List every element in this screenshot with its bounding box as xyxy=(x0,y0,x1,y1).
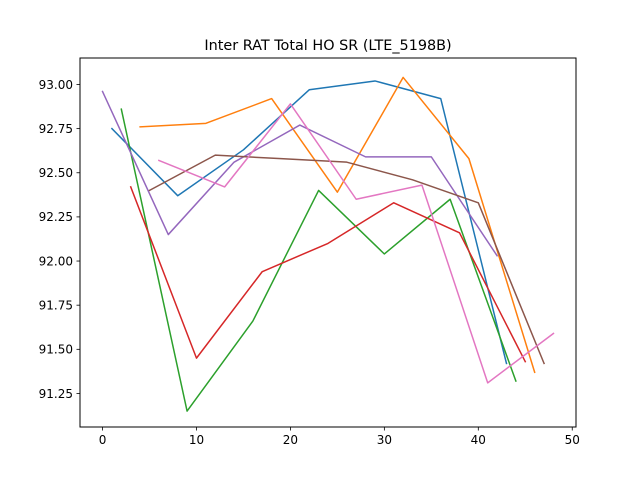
x-tick-label: 0 xyxy=(99,433,107,447)
series-line-4 xyxy=(129,185,527,363)
x-tick-label: 10 xyxy=(189,433,204,447)
y-tick-label: 91.25 xyxy=(39,387,73,401)
x-axis: 0 10 20 30 40 50 xyxy=(99,427,580,447)
y-tick-label: 92.00 xyxy=(39,254,73,268)
series-line-3 xyxy=(120,108,517,412)
y-tick-label: 93.00 xyxy=(39,78,73,92)
y-tick-label: 92.75 xyxy=(39,122,73,136)
x-tick-label: 20 xyxy=(283,433,298,447)
y-tick-label: 91.50 xyxy=(39,343,73,357)
y-tick-label: 91.75 xyxy=(39,298,73,312)
y-tick-label: 92.25 xyxy=(39,210,73,224)
series-line-6 xyxy=(148,154,546,365)
series-line-1 xyxy=(110,80,508,365)
series-line-5 xyxy=(101,90,499,257)
chart-title: Inter RAT Total HO SR (LTE_5198B) xyxy=(204,38,451,54)
x-tick-label: 30 xyxy=(377,433,392,447)
series-layer xyxy=(101,76,555,412)
y-axis: 91.25 91.50 91.75 92.00 92.25 92.50 92.75 93.00 xyxy=(39,78,80,401)
y-tick-label: 92.50 xyxy=(39,166,73,180)
series-line-2 xyxy=(139,76,536,374)
x-tick-label: 50 xyxy=(565,433,580,447)
plot-frame xyxy=(79,57,577,428)
x-tick-label: 40 xyxy=(471,433,486,447)
series-line-7 xyxy=(157,103,555,384)
